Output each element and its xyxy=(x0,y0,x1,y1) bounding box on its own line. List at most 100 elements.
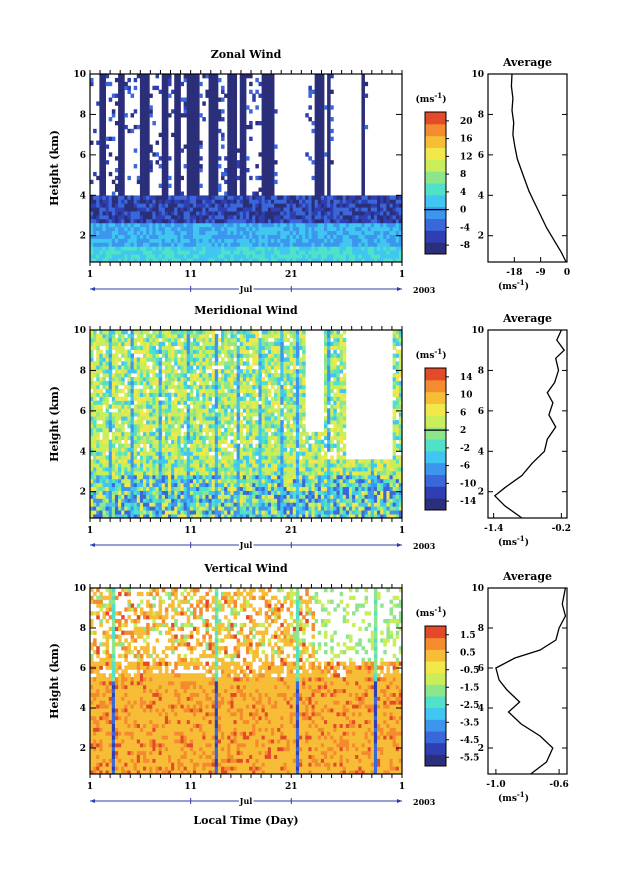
heatmap-cell xyxy=(114,416,119,421)
heatmap-cell xyxy=(152,514,156,519)
heatmap-cell xyxy=(164,93,169,98)
heatmap-cell xyxy=(136,218,141,224)
heatmap-cell xyxy=(171,345,175,350)
heatmap-cell xyxy=(270,136,275,141)
heatmap-cell xyxy=(124,451,128,456)
heatmap-cell xyxy=(139,144,144,149)
heatmap-cell xyxy=(99,238,103,243)
heatmap-cell xyxy=(127,337,131,343)
heatmap-cell xyxy=(308,85,312,91)
heatmap-cell xyxy=(158,494,163,499)
heatmap-cell xyxy=(130,203,135,208)
heatmap-cell xyxy=(246,105,250,110)
heatmap-cell xyxy=(177,341,181,347)
heatmap-cell xyxy=(96,353,100,358)
heatmap-cell xyxy=(392,222,397,228)
heatmap-cell xyxy=(199,254,203,259)
heatmap-cell xyxy=(227,160,231,165)
heatmap-cell xyxy=(286,211,291,216)
heatmap-cell xyxy=(211,171,216,177)
heatmap-cell xyxy=(380,246,384,251)
heatmap-cell xyxy=(383,246,387,251)
heatmap-cell xyxy=(255,230,259,235)
heatmap-cell xyxy=(295,242,300,247)
heatmap-cell xyxy=(152,349,156,354)
heatmap-cell xyxy=(130,400,135,405)
heatmap-cell xyxy=(189,203,194,208)
heatmap-cell xyxy=(133,494,138,499)
heatmap-cell xyxy=(214,498,219,503)
heatmap-cell xyxy=(99,506,103,511)
heatmap-cell xyxy=(168,369,172,374)
heatmap-cell xyxy=(102,451,106,456)
heatmap-cell xyxy=(189,215,194,220)
heatmap-cell xyxy=(267,140,272,145)
heatmap-cell xyxy=(286,246,291,251)
heatmap-cell xyxy=(224,384,228,390)
heatmap-cell xyxy=(152,424,156,429)
heatmap-cell xyxy=(136,242,141,247)
heatmap-cell xyxy=(164,373,169,378)
heatmap-cell xyxy=(174,502,178,507)
heatmap-cell xyxy=(361,238,365,243)
heatmap-cell xyxy=(336,211,340,216)
heatmap-cell xyxy=(202,230,206,235)
heatmap-cell xyxy=(239,215,244,220)
heatmap-cell xyxy=(143,502,147,507)
heatmap-cell xyxy=(121,506,125,511)
heatmap-cell xyxy=(386,211,390,216)
heatmap-cell xyxy=(389,254,394,259)
heatmap-cell xyxy=(196,486,200,491)
heatmap-cell xyxy=(102,136,106,141)
heatmap-cell xyxy=(180,510,184,515)
heatmap-cell xyxy=(121,226,125,232)
heatmap-cell xyxy=(99,171,103,177)
heatmap-cell xyxy=(317,226,322,232)
heatmap-cell xyxy=(239,195,244,200)
heatmap-cell xyxy=(277,199,281,204)
heatmap-cell xyxy=(96,230,100,235)
heatmap-cell xyxy=(330,250,334,255)
heatmap-cell xyxy=(345,207,350,212)
heatmap-cell xyxy=(389,203,394,208)
heatmap-cell xyxy=(118,486,122,491)
heatmap-cell xyxy=(339,218,344,224)
heatmap-cell xyxy=(127,203,131,208)
heatmap-cell xyxy=(224,199,228,204)
heatmap-cell xyxy=(280,250,284,255)
heatmap-cell xyxy=(143,179,147,185)
heatmap-cell xyxy=(221,478,225,484)
heatmap-cell xyxy=(96,490,100,495)
heatmap-cell xyxy=(299,242,303,247)
heatmap-cell xyxy=(205,467,209,472)
heatmap-cell xyxy=(196,156,200,161)
heatmap-cell xyxy=(180,357,184,362)
heatmap-cell xyxy=(317,250,322,255)
heatmap-cell xyxy=(139,187,144,192)
heatmap-cell xyxy=(261,226,266,232)
heatmap-cell xyxy=(327,195,331,200)
heatmap-cell xyxy=(186,191,191,196)
heatmap-cell xyxy=(386,195,390,200)
heatmap-cell xyxy=(230,168,234,173)
heatmap-cell xyxy=(127,333,131,339)
heatmap-cell xyxy=(108,502,113,507)
heatmap-cell xyxy=(161,427,166,433)
heatmap-cell xyxy=(155,408,160,413)
heatmap-cell xyxy=(124,506,128,511)
heatmap-cell xyxy=(224,377,228,382)
heatmap-cell xyxy=(174,230,178,235)
heatmap-cell xyxy=(199,380,203,386)
heatmap-cell xyxy=(143,424,147,429)
heatmap-cell xyxy=(149,230,153,235)
heatmap-cell xyxy=(224,341,228,347)
heatmap-cell xyxy=(224,226,228,232)
heatmap-cell xyxy=(214,357,219,362)
heatmap-cell xyxy=(261,234,266,239)
heatmap-cell xyxy=(121,420,125,425)
heatmap-cell xyxy=(146,455,150,460)
heatmap-cell xyxy=(183,377,188,382)
heatmap-cell xyxy=(370,238,375,243)
heatmap-cell xyxy=(108,377,113,382)
heatmap-cell xyxy=(136,427,141,433)
